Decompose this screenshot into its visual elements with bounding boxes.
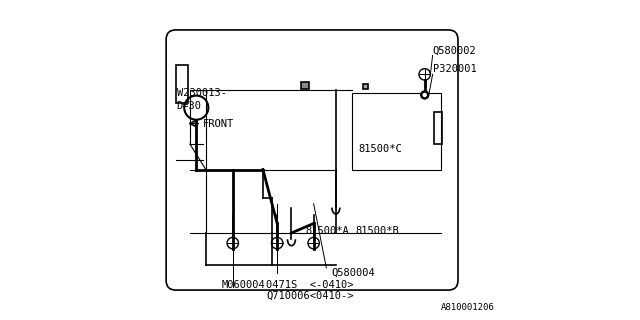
Circle shape [420,91,429,99]
Text: 81500*B: 81500*B [355,226,399,236]
Text: Q710006<0410->: Q710006<0410-> [266,291,353,301]
Circle shape [422,93,427,97]
Bar [175,65,188,103]
Text: P320001: P320001 [433,64,476,74]
Text: 0471S  <-0410>: 0471S <-0410> [266,280,353,290]
Bar [301,82,309,89]
Text: D=30: D=30 [177,101,202,111]
Text: Q580002: Q580002 [433,45,476,55]
Text: Q580004: Q580004 [331,268,375,277]
Bar [352,93,440,170]
Text: FRONT: FRONT [203,118,234,129]
Text: 81500*A: 81500*A [306,226,349,236]
Bar [434,112,442,144]
Text: A810001206: A810001206 [440,303,494,312]
Text: M060004: M060004 [221,280,266,290]
Text: W230013-: W230013- [177,88,227,98]
Text: 81500*C: 81500*C [358,144,402,154]
Bar [363,84,367,89]
